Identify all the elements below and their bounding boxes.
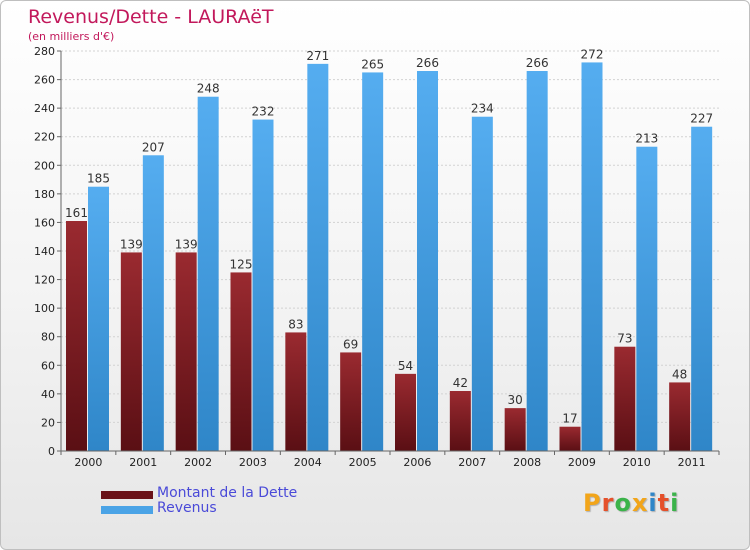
grid-lines: [61, 50, 719, 452]
bar-revenue: [417, 71, 438, 451]
data-label-debt: 161: [65, 206, 88, 220]
logo-letter: x: [631, 489, 649, 517]
bar-debt: [559, 426, 581, 451]
y-tick-label: 120: [34, 274, 55, 287]
y-tick-label: 280: [34, 45, 55, 58]
data-label-debt: 139: [175, 237, 198, 251]
data-label-revenue: 248: [197, 82, 220, 96]
x-tick-label: 2002: [184, 456, 212, 469]
data-label-debt: 42: [453, 376, 468, 390]
x-tick-label: 2006: [403, 456, 431, 469]
y-tick-label: 180: [34, 188, 55, 201]
x-tick-label: 2003: [239, 456, 267, 469]
data-label-debt: 17: [562, 412, 577, 426]
bar-debt: [175, 252, 197, 451]
bar-revenue: [307, 63, 329, 451]
chart-title: Revenus/Dette - LAURAëT: [28, 6, 274, 28]
x-tick-label: 2011: [678, 456, 706, 469]
y-tick-label: 140: [34, 245, 55, 258]
data-label-debt: 69: [343, 337, 358, 351]
data-label-debt: 48: [672, 367, 687, 381]
data-labels: 161 185 139 207 139 248 125 232 83 271 69 265 54 266 4…: [65, 47, 713, 425]
bar-debt: [285, 332, 307, 451]
legend-label-revenue: Revenus: [157, 500, 217, 516]
bar-revenue: [691, 126, 713, 451]
bar-revenue: [142, 155, 164, 452]
bar-revenue: [362, 72, 384, 451]
bar-debt: [449, 391, 471, 451]
data-label-revenue: 207: [142, 140, 165, 154]
y-tick-label: 220: [34, 131, 55, 144]
legend-swatch-debt: [101, 491, 153, 499]
logo-letter: i: [670, 489, 680, 517]
proxiti-logo: Proxiti: [583, 489, 679, 517]
axes: 0 20 40 60 80 100 120 140 160 180 200 220 240 260 280 2…: [34, 45, 720, 469]
data-label-debt: 83: [288, 317, 303, 331]
data-label-revenue: 227: [690, 112, 713, 126]
x-tick-label: 2005: [349, 456, 377, 469]
y-tick-label: 240: [34, 102, 55, 115]
data-label-debt: 125: [230, 257, 253, 271]
data-label-debt: 30: [508, 393, 523, 407]
bar-revenue: [88, 186, 109, 451]
legend-swatch-revenue: [101, 506, 153, 514]
data-label-revenue: 265: [361, 57, 384, 71]
bar-revenue: [197, 96, 219, 451]
y-tick-label: 160: [34, 216, 55, 229]
bar-debt: [340, 352, 362, 451]
bar-revenue: [636, 146, 658, 451]
bar-debt: [669, 382, 691, 451]
x-tick-label: 2001: [129, 456, 157, 469]
data-label-revenue: 234: [471, 102, 494, 116]
x-tick-label: 2008: [513, 456, 541, 469]
data-label-revenue: 272: [581, 47, 604, 61]
data-label-revenue: 213: [635, 132, 658, 146]
logo-letter: o: [614, 489, 632, 517]
y-tick-label: 80: [41, 331, 55, 344]
bar-debt: [614, 346, 636, 451]
logo-letter: r: [601, 489, 615, 517]
bar-revenue: [526, 71, 548, 451]
logo-letter: t: [657, 489, 671, 517]
data-label-revenue: 232: [252, 105, 275, 119]
data-label-debt: 73: [617, 332, 632, 346]
bar-revenue: [581, 62, 603, 452]
legend-label-debt: Montant de la Dette: [157, 485, 298, 501]
y-tick-label: 0: [48, 445, 55, 458]
y-tick-label: 260: [34, 74, 55, 87]
x-tick-label: 2007: [458, 456, 486, 469]
y-tick-label: 40: [41, 388, 55, 401]
bars: [66, 62, 713, 452]
x-tick-label: 2000: [74, 456, 102, 469]
bar-debt: [120, 252, 142, 451]
data-label-revenue: 266: [526, 56, 549, 70]
x-tick-label: 2004: [294, 456, 322, 469]
data-label-revenue: 271: [306, 49, 329, 63]
data-label-revenue: 185: [87, 172, 110, 186]
bar-debt: [230, 272, 252, 451]
y-tick-label: 20: [41, 416, 55, 429]
chart-subtitle: (en milliers d'€): [28, 30, 115, 43]
logo-letter: P: [583, 489, 602, 517]
bar-debt: [66, 221, 87, 451]
x-tick-label: 2010: [623, 456, 651, 469]
bar-debt: [395, 373, 416, 451]
data-label-debt: 54: [398, 359, 413, 373]
logo-letter: i: [648, 489, 658, 517]
data-label-revenue: 266: [416, 56, 439, 70]
x-tick-label: 2009: [568, 456, 596, 469]
y-tick-label: 200: [34, 159, 55, 172]
bar-revenue: [252, 119, 274, 452]
data-label-debt: 139: [120, 237, 143, 251]
bar-debt: [504, 408, 526, 451]
y-tick-label: 60: [41, 359, 55, 372]
y-tick-label: 100: [34, 302, 55, 315]
bar-revenue: [471, 116, 493, 451]
